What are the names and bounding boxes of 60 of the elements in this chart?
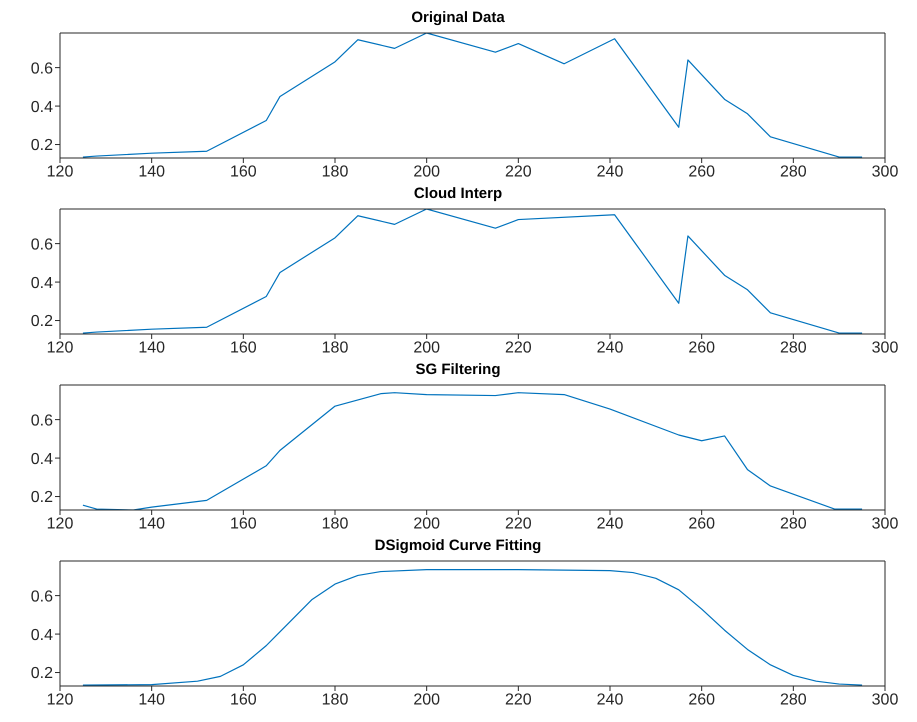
- line-series: [82, 33, 863, 158]
- x-tick-label: 220: [504, 163, 532, 180]
- x-tick-label: 280: [780, 691, 807, 708]
- chart-title: Cloud Interp: [412, 184, 504, 204]
- line-series: [82, 209, 863, 334]
- x-tick-label: 180: [322, 691, 348, 708]
- x-tick-label: 120: [46, 515, 74, 532]
- x-tick-label: 300: [872, 163, 898, 180]
- x-tick-label: 240: [596, 163, 624, 180]
- x-tick-label: 300: [872, 339, 898, 356]
- x-tick-label: 220: [504, 339, 532, 356]
- x-tick-label: 200: [413, 691, 440, 708]
- x-tick-label: 160: [230, 163, 257, 180]
- x-tick-label: 200: [413, 339, 440, 356]
- x-tick-label: 120: [46, 339, 74, 356]
- x-tick-label: 280: [780, 163, 807, 180]
- x-tick-label: 240: [596, 515, 624, 532]
- line-series: [82, 392, 863, 510]
- y-tick-label: 0.6: [30, 60, 54, 78]
- x-tick-label: 200: [413, 163, 440, 180]
- x-tick-label: 140: [138, 339, 166, 356]
- y-tick-label: 0.2: [30, 313, 54, 330]
- x-tick-label: 160: [230, 339, 257, 356]
- x-tick-label: 300: [872, 515, 898, 532]
- x-tick-label: 220: [504, 515, 532, 532]
- y-tick-label: 0.4: [30, 626, 54, 644]
- x-tick-label: 280: [780, 515, 807, 532]
- y-tick-label: 0.6: [30, 412, 54, 430]
- x-tick-label: 220: [504, 691, 532, 708]
- x-tick-label: 120: [46, 691, 74, 708]
- y-tick-label: 0.6: [30, 236, 54, 254]
- y-tick-label: 0.2: [30, 137, 54, 154]
- x-tick-label: 260: [688, 339, 716, 356]
- x-tick-label: 300: [872, 691, 898, 708]
- y-tick-label: 0.4: [30, 98, 54, 116]
- x-tick-label: 240: [596, 339, 624, 356]
- y-tick-label: 0.4: [30, 450, 54, 468]
- line-series: [82, 569, 863, 686]
- chart-title: Original Data: [410, 8, 506, 28]
- x-tick-label: 180: [322, 515, 348, 532]
- x-tick-label: 240: [596, 691, 624, 708]
- x-tick-label: 140: [138, 515, 166, 532]
- y-tick-label: 0.2: [30, 665, 54, 682]
- chart-title: DSigmoid Curve Fitting: [374, 536, 542, 556]
- x-tick-label: 200: [413, 515, 440, 532]
- x-tick-label: 180: [322, 163, 348, 180]
- x-tick-label: 120: [46, 163, 74, 180]
- x-tick-label: 160: [230, 515, 257, 532]
- x-tick-label: 260: [688, 515, 716, 532]
- y-tick-label: 0.4: [30, 274, 54, 292]
- y-tick-label: 0.2: [30, 489, 54, 506]
- x-tick-label: 140: [138, 163, 166, 180]
- x-tick-label: 260: [688, 691, 716, 708]
- x-tick-label: 260: [688, 163, 716, 180]
- y-tick-label: 0.6: [30, 588, 54, 606]
- chart-title: SG Filtering: [414, 360, 502, 380]
- x-tick-label: 180: [322, 339, 348, 356]
- x-tick-label: 140: [138, 691, 166, 708]
- x-tick-label: 280: [780, 339, 807, 356]
- x-tick-label: 160: [230, 691, 257, 708]
